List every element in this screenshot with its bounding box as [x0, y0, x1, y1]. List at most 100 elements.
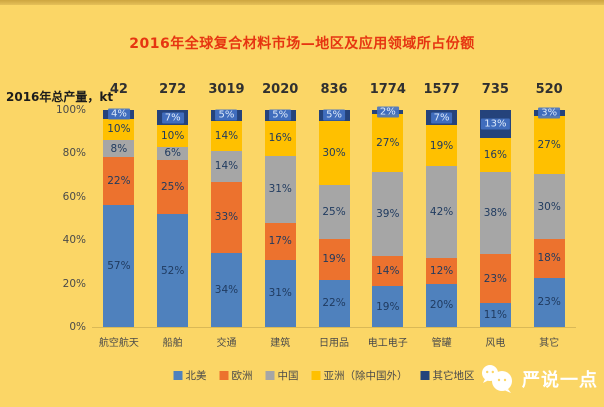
- segment-percent-label: 57%: [107, 259, 131, 272]
- legend-swatch: [311, 371, 321, 380]
- segment-percent-label: 31%: [268, 287, 292, 300]
- total-kt-label: 520: [535, 82, 563, 97]
- segment-percent-label: 19%: [429, 139, 454, 152]
- wechat-logo-icon: [482, 365, 512, 393]
- total-kt-label: 735: [481, 82, 509, 97]
- y-tick-label: 60%: [62, 190, 86, 203]
- bar-column-2: 52% 25% 6% 10% 7%: [146, 110, 200, 327]
- legend-swatch: [265, 371, 275, 380]
- category-label: 建筑: [270, 338, 291, 349]
- segment-percent-label: 25%: [322, 206, 346, 219]
- bar-segment: 38%: [479, 172, 511, 254]
- segment-percent-label: 5%: [323, 109, 345, 121]
- segment-percent-label: 30%: [322, 146, 346, 159]
- segment-percent-label: 14%: [214, 130, 239, 143]
- bar-segment: 42%: [426, 166, 458, 258]
- bar-column-4: 31% 17% 31% 16% 5%: [253, 109, 307, 327]
- segment-percent-label: 5%: [269, 109, 292, 121]
- segment-percent-label: 20%: [429, 299, 454, 312]
- bar-segment: 34%: [210, 253, 242, 327]
- top-border-strip: [0, 0, 604, 5]
- bar-segment: 33%: [210, 181, 242, 254]
- stacked-bar: 34% 33% 14% 14% 5%: [210, 109, 242, 327]
- stacked-bar: 31% 17% 31% 16% 5%: [264, 109, 296, 327]
- total-kt-label: 1774: [369, 82, 406, 97]
- segment-percent-label: 25%: [161, 181, 185, 194]
- bar-segment: 11%: [479, 303, 511, 327]
- bar-segment: 12%: [426, 257, 458, 284]
- bar-segment: 7%: [157, 110, 189, 126]
- segment-percent-label: 31%: [268, 183, 292, 196]
- chart-title: 2016年全球复合材料市场—地区及应用领域所占份额: [129, 36, 475, 52]
- bar-segment: 8%: [103, 140, 135, 158]
- segment-percent-label: 52%: [161, 264, 185, 277]
- bar-segment: 39%: [372, 172, 404, 257]
- bar-segment: 57%: [103, 204, 135, 327]
- bar-column-7: 20% 12% 42% 19% 7%: [415, 110, 469, 327]
- bar-segment: 5%: [210, 109, 242, 121]
- bar-column-1: 57% 22% 8% 10% 4%: [92, 108, 146, 327]
- stacked-bar: 57% 22% 8% 10% 4%: [103, 108, 135, 327]
- bar-segment: 13%: [479, 110, 511, 138]
- segment-percent-label: 8%: [110, 142, 128, 155]
- bar-segment: 14%: [372, 256, 404, 287]
- category-label: 交通: [216, 338, 237, 349]
- segment-percent-label: 10%: [107, 123, 131, 136]
- watermark-text: 严说一点: [522, 370, 598, 391]
- bar-segment: 19%: [372, 286, 404, 327]
- stacked-bar: 22% 19% 25% 30% 5%: [318, 109, 350, 327]
- legend: 北美 欧洲 中国 亚洲（除中国外） 其它地区: [173, 368, 475, 383]
- bar-segment: 14%: [210, 151, 242, 182]
- segment-percent-label: 42%: [429, 206, 454, 219]
- segment-percent-label: 2%: [376, 106, 399, 118]
- segment-percent-label: 19%: [376, 300, 400, 313]
- bar-segment: 25%: [157, 159, 189, 215]
- category-axis: 航空航天 船舶 交通 建筑 日用品 电工电子 管罐 风电 其它: [92, 334, 576, 349]
- segment-percent-label: 12%: [429, 264, 454, 277]
- bar-segment: 7%: [426, 110, 458, 126]
- segment-percent-label: 38%: [483, 207, 508, 220]
- bar-column-9: 23% 18% 30% 27% 3%: [522, 107, 576, 327]
- y-tick-label: 20%: [62, 277, 86, 290]
- bar-segment: 4%: [103, 108, 135, 120]
- watermark: 严说一点: [480, 364, 598, 394]
- bar-segment: 18%: [533, 238, 565, 278]
- segment-percent-label: 27%: [376, 137, 400, 150]
- legend-swatch: [173, 371, 183, 380]
- segment-percent-label: 16%: [268, 132, 292, 145]
- totals-row: 42 272 3019 2020 836 1774 1577 735 520: [92, 82, 576, 97]
- legend-item: 北美: [173, 368, 207, 383]
- bar-segment: 16%: [264, 120, 296, 156]
- bar-segment: 20%: [426, 283, 458, 327]
- legend-item: 欧洲: [219, 368, 253, 383]
- bar-segment: 17%: [264, 222, 296, 260]
- legend-label: 亚洲（除中国外）: [323, 370, 408, 382]
- segment-percent-label: 5%: [215, 109, 238, 121]
- legend-label: 中国: [277, 370, 299, 382]
- segment-percent-label: 23%: [483, 272, 508, 285]
- bar-segment: 52%: [157, 214, 189, 327]
- category-label: 航空航天: [98, 338, 139, 349]
- bar-column-5: 22% 19% 25% 30% 5%: [307, 109, 361, 327]
- plot-area: 57% 22% 8% 10% 4% 52% 25% 6% 10% 7% 34% 33% 14% 14% 5%…: [92, 106, 576, 328]
- bar-segment: 30%: [318, 120, 350, 186]
- legend-item: 中国: [265, 368, 299, 383]
- segment-percent-label: 39%: [376, 208, 400, 221]
- y-tick-label: 80%: [62, 147, 86, 160]
- bar-segment: 6%: [157, 146, 189, 160]
- segment-percent-label: 33%: [214, 211, 239, 224]
- category-label: 风电: [485, 338, 506, 349]
- total-kt-label: 1577: [423, 82, 460, 97]
- segment-percent-label: 23%: [537, 296, 561, 309]
- bar-segment: 27%: [372, 114, 404, 173]
- bar-segment: 3%: [533, 107, 565, 119]
- segment-percent-label: 19%: [322, 253, 346, 266]
- bar-segment: 22%: [103, 157, 135, 205]
- bar-segment: 25%: [318, 185, 350, 239]
- legend-label: 北美: [185, 370, 207, 382]
- total-kt-label: 2020: [262, 82, 299, 97]
- total-kt-label: 272: [159, 82, 187, 97]
- category-label: 电工电子: [367, 338, 408, 349]
- category-label: 其它: [539, 338, 560, 349]
